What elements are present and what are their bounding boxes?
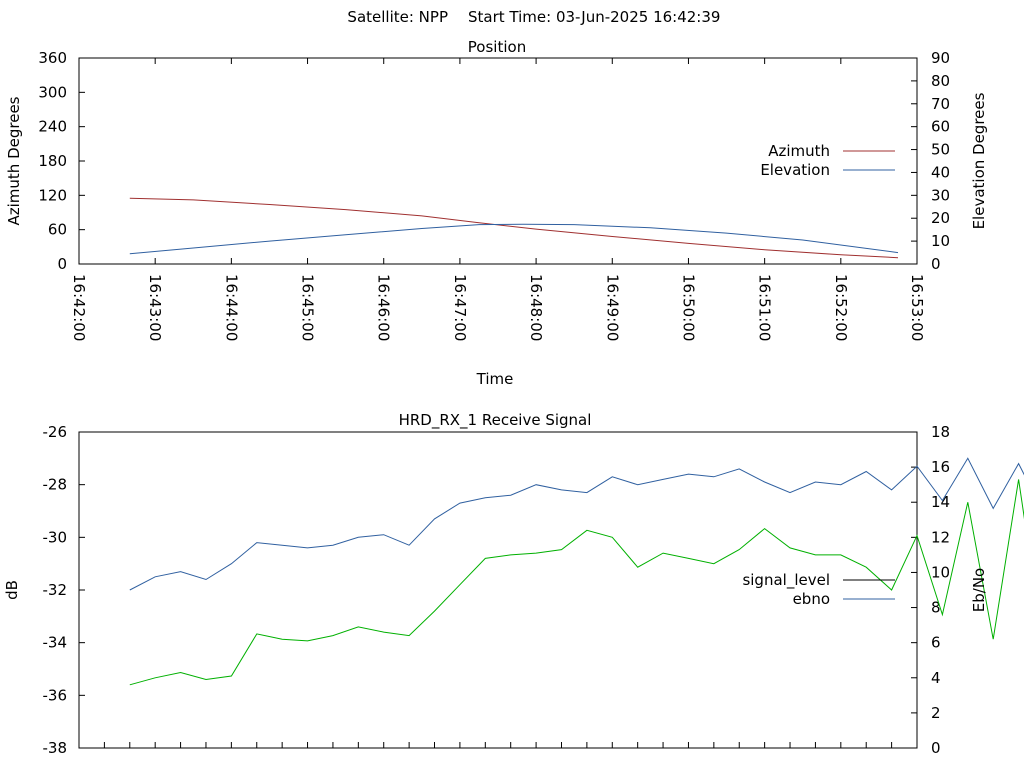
legend-azimuth-label: Azimuth [768, 142, 830, 160]
position-x-axis: 16:42:00 16:43:00 16:44:00 16:45:00 16:46:00… [70, 58, 926, 341]
position-y-tick-label: 360 [38, 49, 67, 67]
signal-y2-tick-label: 16 [931, 458, 950, 476]
position-y2-tick-label: 0 [931, 255, 941, 273]
signal-y-tick-label: -34 [43, 634, 68, 652]
signal-y2-tick-label: 18 [931, 423, 950, 441]
position-y-axis: 0 60 120 180 240 300 360 [38, 49, 85, 273]
position-y-tick-label: 0 [57, 255, 67, 273]
signal-y-tick-label: -30 [43, 528, 68, 546]
position-y2-tick-label: 60 [931, 118, 950, 136]
position-x-tick-label: 16:50:00 [679, 274, 697, 341]
signal-plot-frame [78, 431, 918, 749]
position-y2-tick-label: 30 [931, 186, 950, 204]
position-x-tick-label: 16:53:00 [908, 274, 926, 341]
position-x-tick-label: 16:45:00 [299, 274, 317, 341]
position-x-tick-label: 16:42:00 [70, 274, 88, 341]
start-time-label: Start Time: 03-Jun-2025 16:42:39 [468, 8, 720, 26]
position-x-tick-label: 16:46:00 [375, 274, 393, 341]
position-y2-tick-label: 80 [931, 72, 950, 90]
position-y-tick-label: 60 [48, 221, 67, 239]
position-y2-tick-label: 40 [931, 163, 950, 181]
signal-y2-tick-label: 8 [931, 599, 941, 617]
position-series-azimuth-line [129, 197, 899, 259]
position-y-tick-label: 300 [38, 83, 67, 101]
legend-ebno-label: ebno [793, 590, 830, 608]
signal-y-tick-label: -28 [43, 476, 68, 494]
position-y-tick-label: 120 [38, 186, 67, 204]
signal-y-axis: -38 -36 -34 -32 -30 -28 -26 [43, 423, 85, 757]
position-y2label: Elevation Degrees [970, 92, 988, 229]
signal-ylabel: dB [3, 580, 21, 600]
signal-title: HRD_RX_1 Receive Signal [399, 411, 592, 430]
position-x-tick-label: 16:43:00 [146, 274, 164, 341]
position-x-tick-label: 16:48:00 [527, 274, 545, 341]
position-y2-tick-label: 20 [931, 209, 950, 227]
signal-y-tick-label: -38 [43, 739, 68, 757]
signal-y-tick-label: -32 [43, 581, 68, 599]
signal-y2label: Eb/No [970, 568, 988, 612]
position-y2-axis: 0 10 20 30 40 50 60 70 80 90 [911, 49, 950, 273]
position-xlabel: Time [476, 370, 514, 388]
position-title: Position [468, 38, 526, 56]
position-y2-tick-label: 10 [931, 232, 950, 250]
signal-y-tick-label: -26 [43, 423, 68, 441]
position-series-elevation-line [129, 223, 899, 255]
position-x-tick-label: 16:52:00 [832, 274, 850, 341]
signal-series-ebno-line [129, 479, 1024, 686]
position-y-tick-label: 240 [38, 118, 67, 136]
position-x-tick-label: 16:44:00 [222, 274, 240, 341]
signal-y2-tick-label: 2 [931, 704, 941, 722]
signal-y2-tick-label: 4 [931, 669, 941, 687]
position-y2-tick-label: 70 [931, 95, 950, 113]
signal-y-tick-label: -36 [43, 686, 68, 704]
signal-y2-tick-label: 6 [931, 634, 941, 652]
signal-series-signal_level-line [129, 457, 1024, 591]
position-x-tick-label: 16:49:00 [603, 274, 621, 341]
legend-elevation-label: Elevation [760, 161, 830, 179]
legend-signal-level-label: signal_level [742, 571, 830, 590]
position-y-tick-label: 180 [38, 152, 67, 170]
signal-y2-axis: 0 2 4 6 8 10 12 14 16 18 [911, 423, 950, 757]
signal-y2-tick-label: 14 [931, 493, 950, 511]
position-series [129, 197, 899, 259]
satellite-label: Satellite: NPP [347, 8, 448, 26]
signal-y2-tick-label: 12 [931, 528, 950, 546]
signal-legend: signal_level ebno [742, 571, 895, 608]
signal-x-axis [78, 742, 918, 748]
signal-series [129, 457, 1024, 686]
signal-y2-tick-label: 0 [931, 739, 941, 757]
position-x-tick-label: 16:47:00 [451, 274, 469, 341]
signal-y2-tick-label: 10 [931, 563, 950, 581]
position-legend: Azimuth Elevation [760, 142, 895, 179]
position-y2-tick-label: 50 [931, 141, 950, 159]
signal-chart: HRD_RX_1 Receive Signal -38-36-34-32-30-… [3, 411, 1024, 757]
position-x-tick-label: 16:51:00 [756, 274, 774, 341]
position-chart: Position 16:42:00 16:43:00 16:44:00 16:45:0… [5, 38, 988, 388]
position-y2-tick-label: 90 [931, 49, 950, 67]
position-ylabel: Azimuth Degrees [5, 96, 23, 225]
